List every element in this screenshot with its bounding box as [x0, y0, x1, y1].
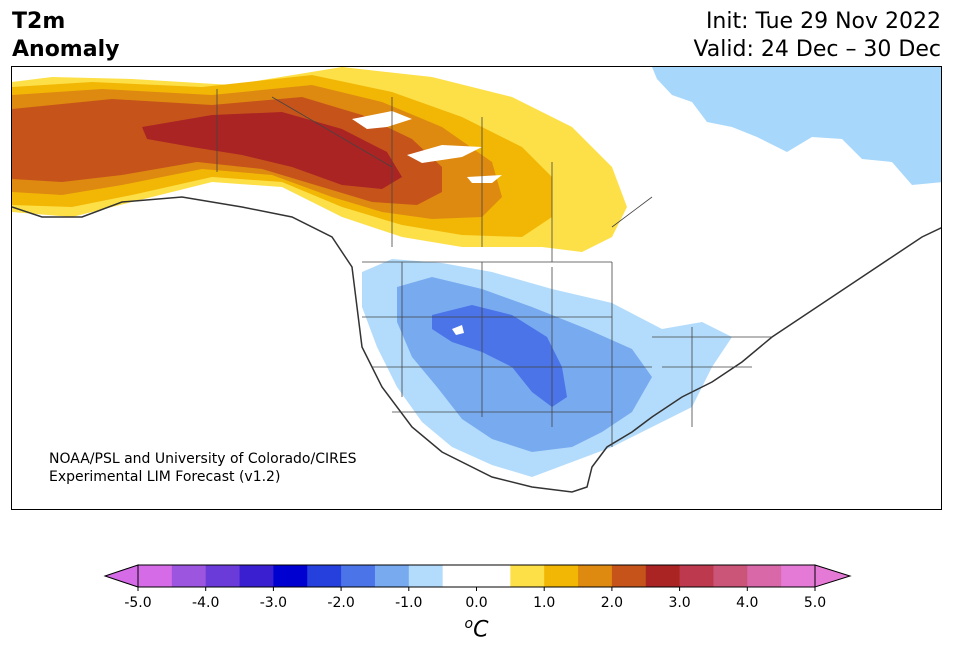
colorbar-swatch [341, 565, 376, 587]
colorbar-tick-label: -1.0 [395, 595, 422, 611]
colorbar-tick-label: 1.0 [533, 595, 555, 611]
arctic-cold-region [652, 67, 941, 185]
colorbar-swatch [679, 565, 714, 587]
colorbar-tick-label: 5.0 [804, 595, 826, 611]
colorbar-extend-low [103, 564, 139, 588]
colorbar-swatch [510, 565, 545, 587]
colorbar-swatch [713, 565, 748, 587]
credit-line-1: NOAA/PSL and University of Colorado/CIRE… [49, 451, 357, 467]
anomaly-label: Anomaly [12, 37, 120, 62]
lake-3 [467, 175, 502, 183]
colorbar-swatch [442, 565, 477, 587]
colorbar-tick-label: 0.0 [465, 595, 487, 611]
state-borders [362, 261, 772, 447]
colorbar-swatch [171, 565, 207, 587]
colorbar-tick-label: -5.0 [124, 595, 151, 611]
colorbar-swatch [138, 565, 173, 587]
cold-anomaly-2 [432, 305, 567, 407]
colorbar-swatch [408, 565, 444, 587]
credit-line-2: Experimental LIM Forecast (v1.2) [49, 469, 281, 485]
colorbar-swatch [578, 565, 613, 587]
map-title: T2m Anomaly [12, 8, 119, 64]
lake-2 [407, 145, 482, 163]
warm-anomaly-4 [142, 112, 402, 189]
colorbar-swatch [476, 565, 511, 587]
colorbar-swatch [645, 565, 681, 587]
map-svg [12, 67, 941, 493]
colorbar-swatch [611, 565, 647, 587]
colorbar-swatch [205, 565, 241, 587]
colorbar: -5.0 -4.0 -3.0 -2.0 -1.0 0.0 1.0 2.0 3.0 4.0 5.0 [100, 560, 855, 650]
canada-borders [216, 89, 653, 262]
colorbar-tick-label: 3.0 [668, 595, 690, 611]
forecast-dates: Init: Tue 29 Nov 2022 Valid: 24 Dec – 30… [693, 8, 941, 64]
colorbar-swatch [544, 565, 579, 587]
colorbar-tick-label: -3.0 [260, 595, 287, 611]
coastline [12, 196, 941, 493]
colorbar-swatch [273, 565, 308, 587]
colorbar-extend-high [814, 564, 852, 588]
unit-label: oC [464, 616, 489, 643]
colorbar-swatch [747, 565, 782, 587]
colorbar-swatch [239, 565, 274, 587]
colorbar-tick-label: -4.0 [192, 595, 219, 611]
colorbar-swatch [374, 565, 410, 587]
colorbar-svg: -5.0 -4.0 -3.0 -2.0 -1.0 0.0 1.0 2.0 3.0 4.0 5.0 [103, 564, 852, 611]
init-date: Init: Tue 29 Nov 2022 [705, 9, 941, 34]
colorbar-tick-label: 4.0 [736, 595, 758, 611]
variable-label: T2m [12, 9, 66, 34]
colorbar-swatch [307, 565, 342, 587]
valid-range: Valid: 24 Dec – 30 Dec [693, 37, 941, 62]
anomaly-map [11, 66, 942, 510]
cold-anomaly-lake [452, 325, 464, 335]
colorbar-tick-label: -2.0 [327, 595, 354, 611]
lake-1 [352, 111, 412, 129]
colorbar-tick-label: 2.0 [601, 595, 623, 611]
colorbar-swatch [781, 565, 816, 587]
credit-text: NOAA/PSL and University of Colorado/CIRE… [49, 450, 357, 486]
